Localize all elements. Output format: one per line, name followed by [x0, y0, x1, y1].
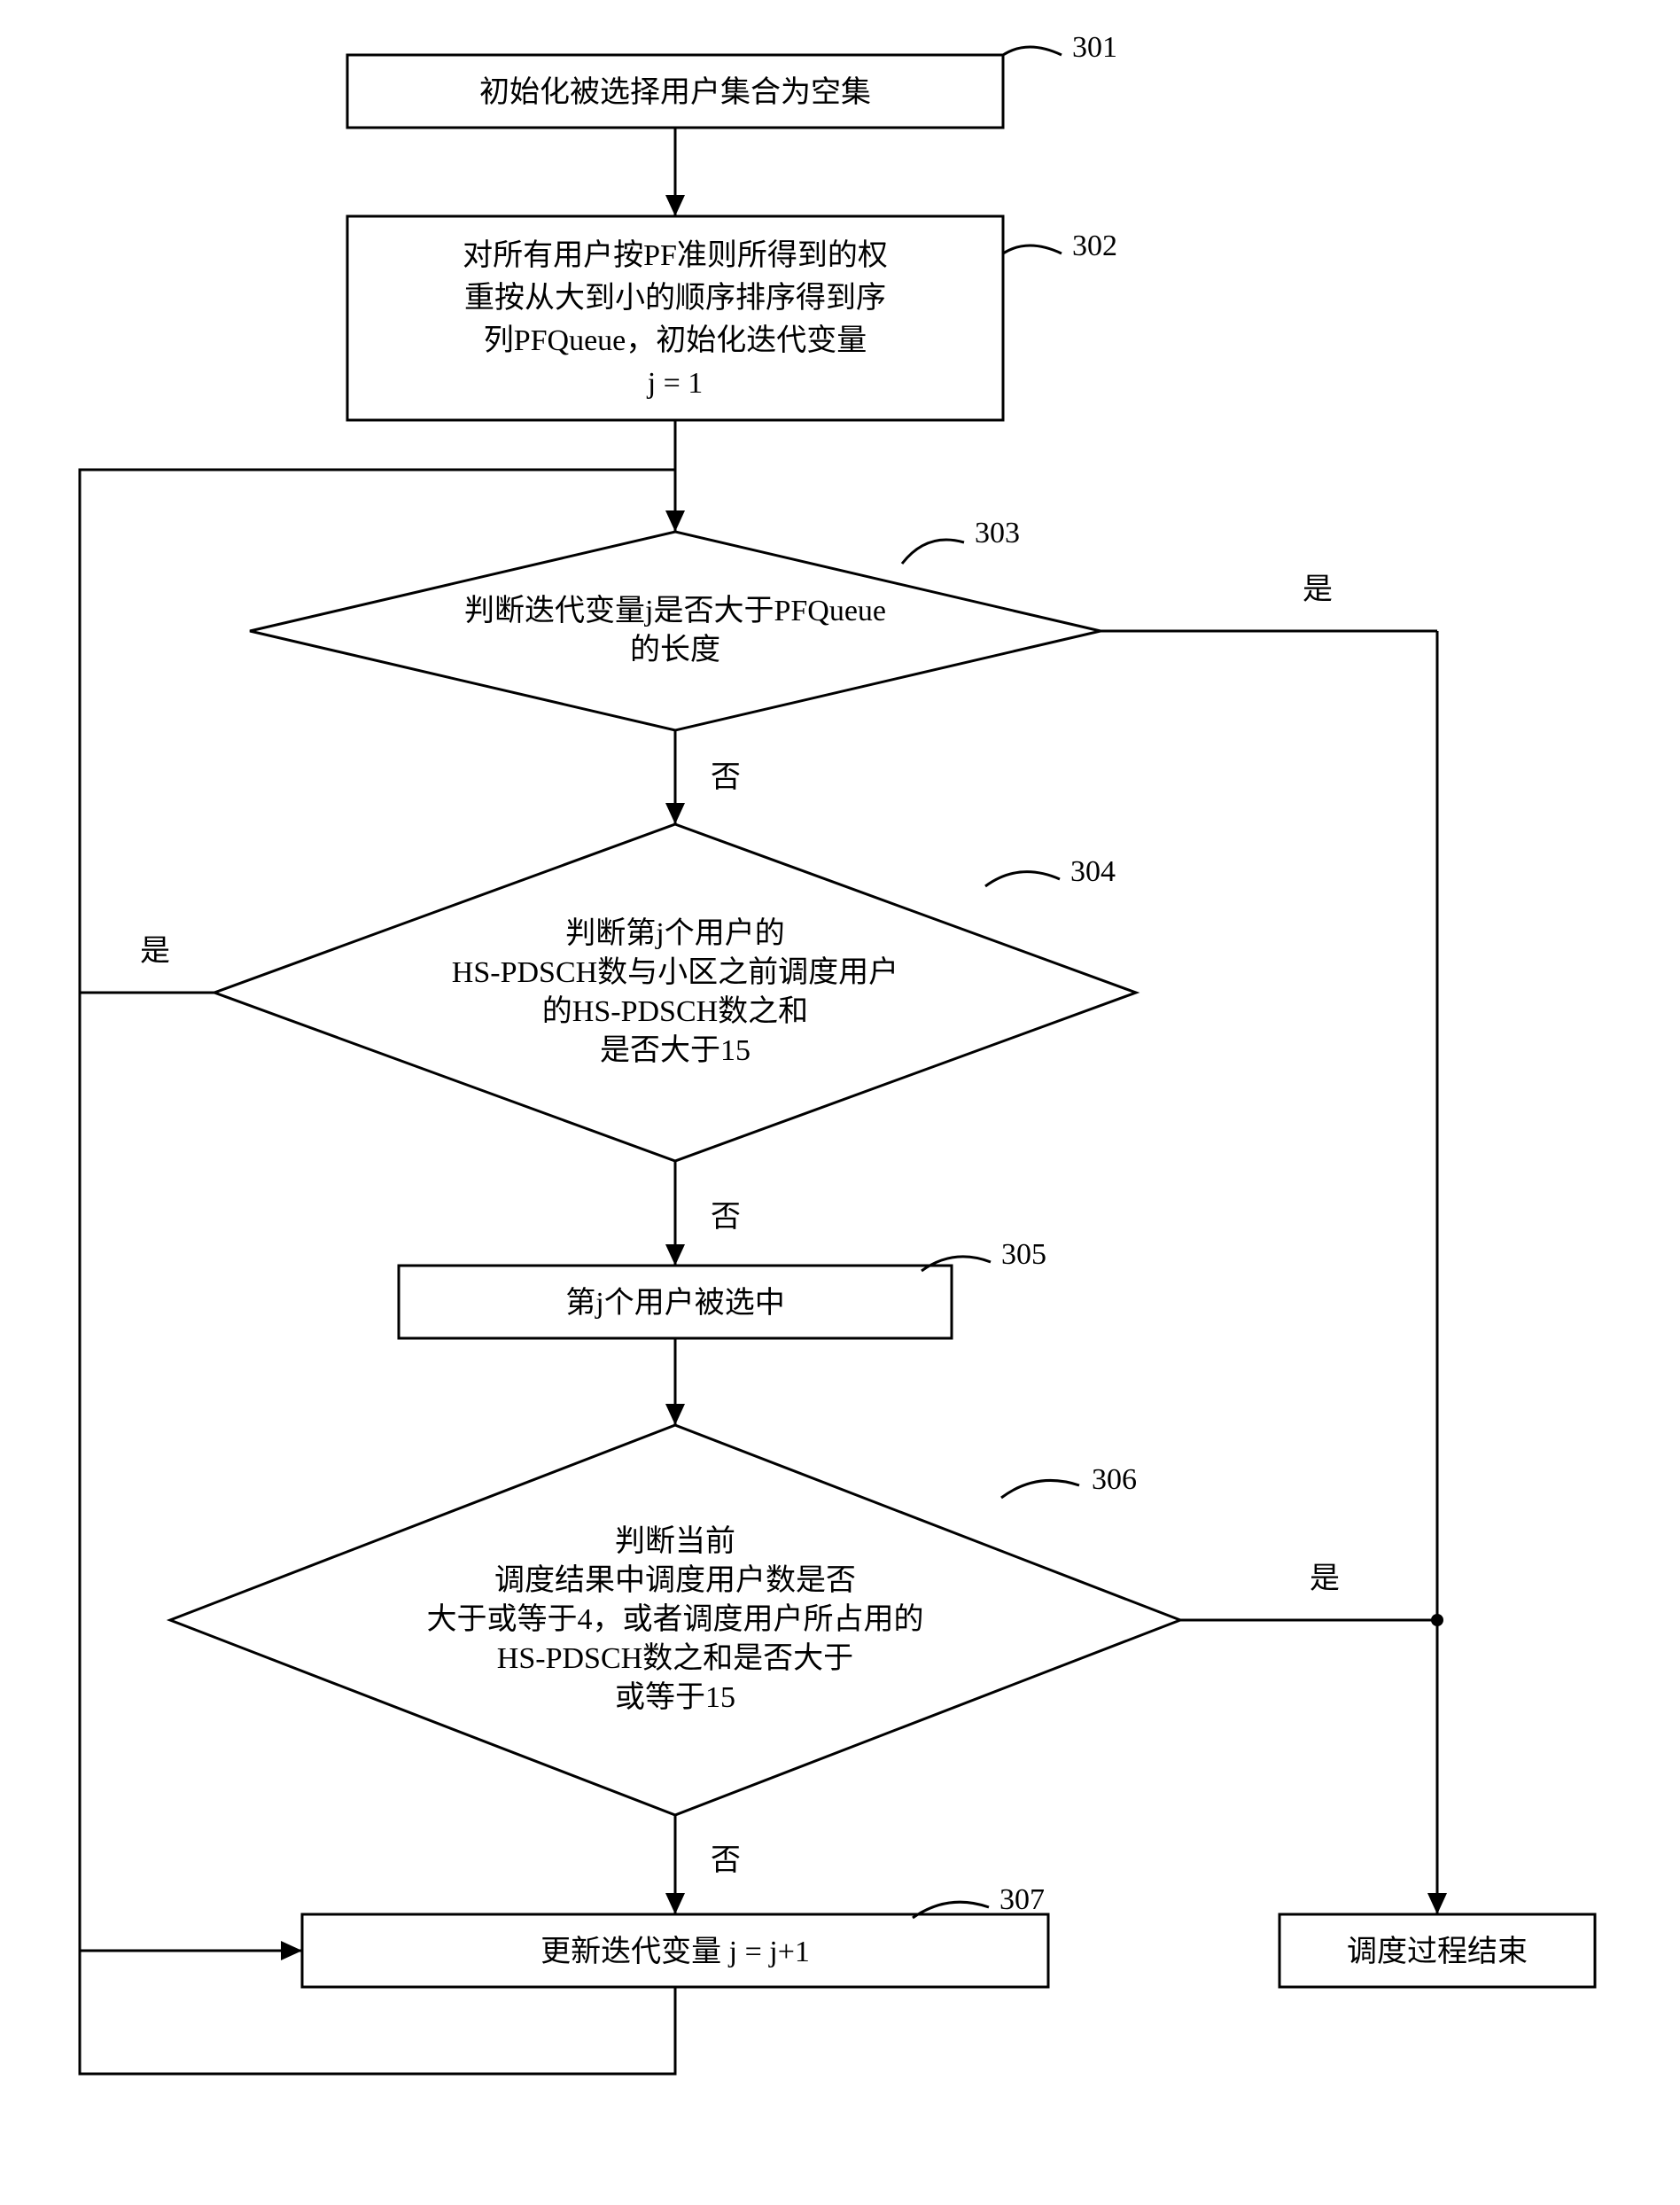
text: 更新迭代变量 j = j+1 — [541, 1935, 810, 1968]
ref-label-r305: 305 — [1001, 1238, 1046, 1271]
text: 调度过程结束 — [1347, 1935, 1528, 1968]
flow-decision-n304 — [214, 824, 1136, 1161]
edge-label: 否 — [711, 761, 741, 794]
edge-label: 否 — [711, 1201, 741, 1234]
edge-label: 是 — [140, 935, 170, 968]
flow-decision-n303 — [250, 532, 1101, 730]
arrowhead — [665, 195, 685, 216]
ref-label-r301: 301 — [1072, 31, 1117, 64]
ref-leader — [1001, 1480, 1079, 1498]
arrowhead — [665, 510, 685, 532]
arrowhead — [665, 1404, 685, 1425]
ref-label-r304: 304 — [1070, 855, 1116, 888]
arrowhead — [665, 1244, 685, 1266]
ref-leader — [902, 540, 964, 564]
ref-label-r302: 302 — [1072, 230, 1117, 262]
edge-label: 否 — [711, 1844, 741, 1877]
edge-e_304_yes_to_307 — [80, 993, 302, 1951]
arrowhead — [281, 1941, 302, 1960]
edge-label: 是 — [1303, 573, 1333, 606]
junction-dot — [1431, 1614, 1443, 1626]
arrowhead — [1427, 1893, 1447, 1914]
edge-label: 是 — [1310, 1562, 1340, 1595]
arrowhead — [665, 803, 685, 824]
ref-leader — [1003, 47, 1062, 55]
text: 第j个用户被选中 — [565, 1286, 784, 1320]
ref-label-r307: 307 — [999, 1883, 1045, 1916]
text: 初始化被选择用户集合为空集 — [479, 75, 871, 109]
ref-leader — [985, 872, 1060, 886]
ref-label-r306: 306 — [1092, 1463, 1137, 1496]
arrowhead — [665, 1893, 685, 1914]
ref-leader — [1003, 245, 1062, 253]
ref-label-r303: 303 — [975, 517, 1020, 549]
